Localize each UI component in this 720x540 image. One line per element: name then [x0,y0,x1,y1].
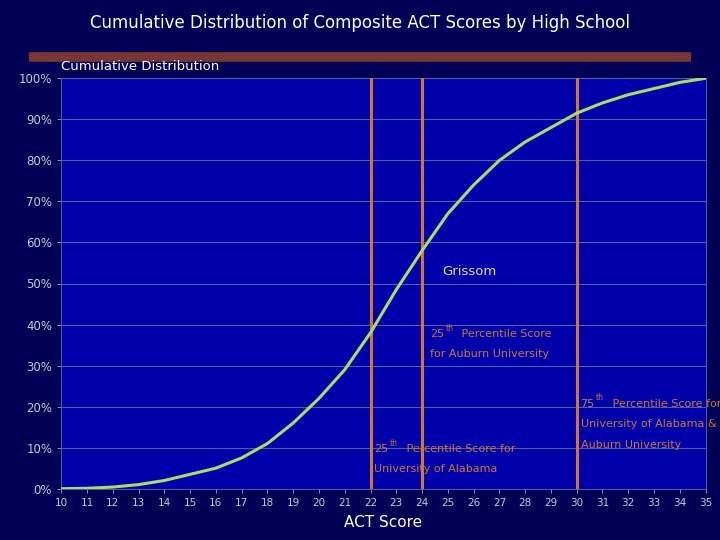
Text: 75: 75 [580,399,595,409]
Text: University of Alabama: University of Alabama [374,464,498,474]
Text: th: th [445,323,454,333]
Text: Grissom: Grissom [443,265,497,278]
Text: th: th [596,394,604,402]
Text: Cumulative Distribution: Cumulative Distribution [61,60,220,73]
Text: University of Alabama &: University of Alabama & [580,419,716,429]
Text: Percentile Score: Percentile Score [458,329,552,339]
Text: Percentile Score for: Percentile Score for [609,399,720,409]
Text: Percentile Score for: Percentile Score for [402,444,515,454]
Text: 25: 25 [374,444,389,454]
Text: 25: 25 [430,329,444,339]
Text: th: th [390,438,398,448]
X-axis label: ACT Score: ACT Score [344,515,423,530]
Text: Cumulative Distribution of Composite ACT Scores by High School: Cumulative Distribution of Composite ACT… [90,14,630,32]
Text: Auburn University: Auburn University [580,440,681,450]
Text: for Auburn University: for Auburn University [430,349,549,360]
